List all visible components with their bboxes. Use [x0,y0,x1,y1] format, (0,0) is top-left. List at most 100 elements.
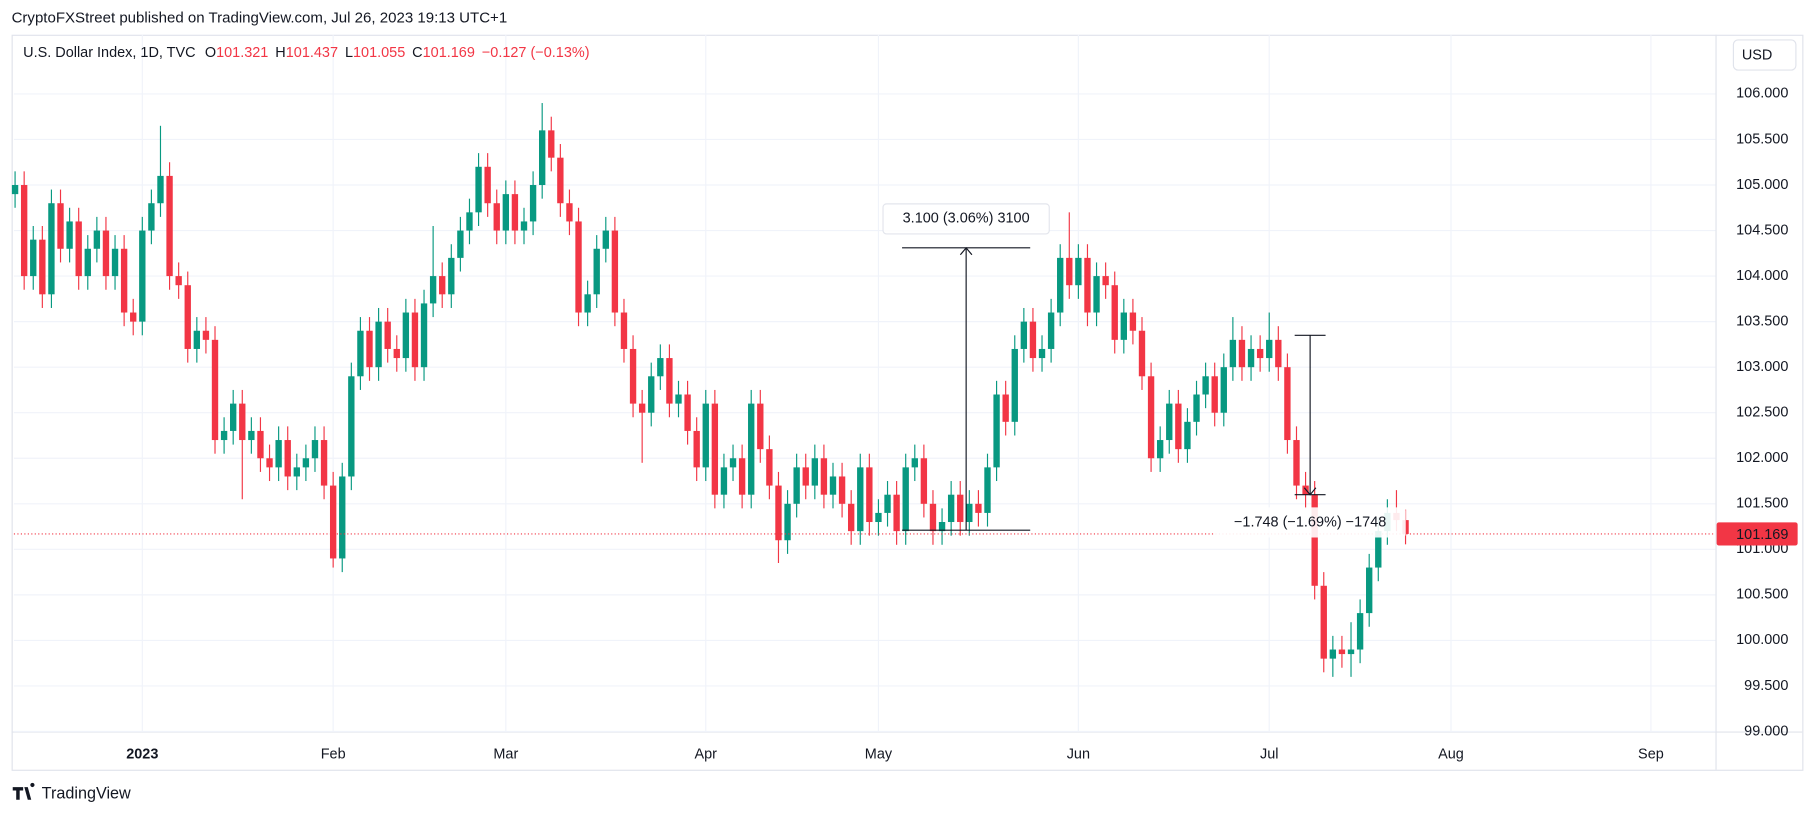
candle-body [720,467,728,495]
candle-body [266,458,273,468]
candle-body [1011,348,1018,422]
candle-body [202,330,210,340]
x-tick-label: Apr [695,746,718,762]
candle-body [211,339,219,441]
y-tick-label: 104.500 [1736,222,1788,238]
candle-body [139,230,146,322]
candle-body [693,430,700,468]
candle-body [448,257,455,295]
y-tick-label: 100.500 [1736,587,1788,603]
candle-body [375,321,382,368]
candle-body [1066,257,1073,286]
candle-body [75,221,82,277]
x-tick-label: Mar [493,746,518,762]
candle-body [1193,394,1200,422]
candle-body [529,185,537,222]
candle-body [511,194,519,231]
candle-body [566,203,573,222]
candle-body [593,248,600,295]
arrow-head [1303,487,1317,496]
measure-box [1214,507,1406,538]
candle-body [784,503,791,541]
candle-body [111,248,119,277]
candle-body [1247,348,1255,368]
candle-body [539,130,546,186]
candle-body [84,248,91,277]
y-tick-label: 103.000 [1736,359,1788,375]
candle-body [184,285,191,349]
candle-body [102,230,110,277]
candle-body [1093,276,1100,313]
candle-body [648,376,655,413]
candle-body [993,394,1000,468]
candle-body [757,403,764,450]
logo-icon [12,782,35,800]
candle-body [938,522,946,532]
candle-body [920,458,928,504]
candle-body [1284,367,1291,441]
o-value: 101.321 [216,45,268,61]
candle-body [157,175,164,204]
candle-body [1184,421,1191,450]
candle-body [947,494,955,523]
candle-body [847,503,855,532]
candle-body [1047,312,1055,349]
y-tick-label: 106.000 [1736,86,1788,102]
candle-body [984,467,991,513]
candle-body [1329,649,1337,659]
x-tick-label: Jun [1067,746,1090,762]
candle-body [257,430,264,459]
candle-body [66,221,73,249]
candle-body [339,476,346,559]
candle-body [1229,339,1237,368]
candle-body [802,467,809,486]
candle-body [311,440,319,459]
candle-body [220,430,228,441]
h-value: 101.437 [286,45,338,61]
candle-body [493,203,500,231]
footer: TradingView [42,784,131,802]
candle-body [1347,649,1355,655]
candle-body [557,157,564,204]
marks [11,103,1409,677]
candle-body [902,467,909,532]
candle-body [457,230,464,258]
measure-box [882,203,1050,235]
h-label: H [275,45,285,61]
candle-body [1338,649,1346,655]
candle-body [239,403,246,441]
candle-body [166,175,173,277]
candle-body [857,467,864,532]
candle-body [575,221,582,313]
candle-body [884,494,891,513]
candle-body [1057,257,1064,313]
y-tick-label: 100.000 [1736,632,1788,648]
y-tick-label: 104.000 [1736,268,1788,284]
candle-body [275,440,282,468]
candle-body [1138,330,1146,377]
candle-body [684,394,691,431]
candle-body [657,358,664,377]
x-tick-label: Feb [321,746,346,762]
candle-body [475,166,482,213]
candle-body [629,348,637,404]
o-label: O [205,45,216,61]
candle-body [248,430,255,441]
candle-body [30,239,37,277]
measure-label: 3.100 (3.06%) 3100 [903,211,1030,227]
candle-body [1220,367,1227,413]
candle-body [329,485,337,559]
candle-body [1129,312,1137,331]
candle-body [893,494,900,532]
candle-body [384,321,391,349]
candle-body [1038,348,1046,359]
currency-button[interactable] [1732,39,1797,71]
candle-body [1356,613,1364,650]
x-tick-label: Sep [1638,746,1664,762]
candle-body [829,476,837,495]
candle-body [1002,394,1009,422]
candle-body [748,403,755,495]
